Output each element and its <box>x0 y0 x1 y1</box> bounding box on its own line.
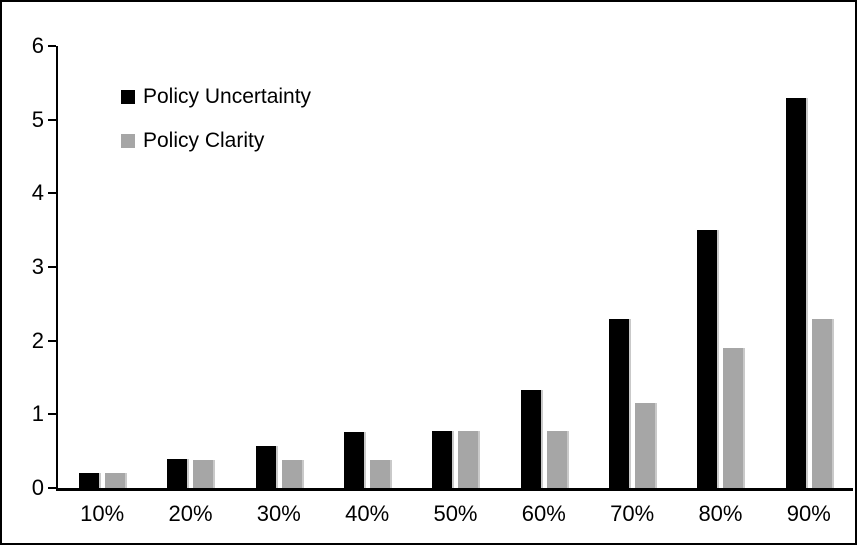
y-axis-tick <box>48 45 56 47</box>
bar-policy-clarity-20% <box>193 460 214 488</box>
y-axis-label: 6 <box>31 33 44 58</box>
legend-item-policy-uncertainty: Policy Uncertainty <box>121 86 311 108</box>
bar-policy-clarity-10% <box>105 473 126 488</box>
x-axis-label: 80% <box>698 501 743 526</box>
legend: Policy Uncertainty Policy Clarity <box>121 86 311 152</box>
bar-policy-clarity-90% <box>811 318 832 488</box>
bar-policy-clarity-50% <box>458 430 479 488</box>
legend-swatch-icon <box>121 90 135 104</box>
bars <box>58 46 853 488</box>
bar-policy-uncertainty-10% <box>79 473 100 488</box>
y-axis-tick <box>48 487 56 489</box>
y-axis-tick <box>48 266 56 268</box>
bar-group-10% <box>58 473 146 488</box>
bar-policy-uncertainty-80% <box>697 230 718 488</box>
y-axis-label: 4 <box>31 180 44 206</box>
x-axis-label: 50% <box>433 501 478 526</box>
y-axis-label: 2 <box>31 327 44 353</box>
bar-policy-uncertainty-70% <box>609 318 630 488</box>
bar-policy-uncertainty-30% <box>255 446 276 488</box>
bar-policy-clarity-60% <box>546 430 567 488</box>
bar-policy-clarity-70% <box>635 403 656 488</box>
legend-swatch-icon <box>121 134 135 148</box>
legend-label: Policy Uncertainty <box>143 85 312 108</box>
x-axis-label: 20% <box>168 501 213 526</box>
y-axis-tick <box>48 339 56 342</box>
legend-item-policy-clarity: Policy Clarity <box>121 130 311 152</box>
bar-group-60% <box>500 390 588 488</box>
bar-policy-uncertainty-20% <box>167 458 188 488</box>
bar-group-80% <box>676 230 764 488</box>
y-axis-label: 0 <box>31 475 44 500</box>
x-axis-label: 70% <box>610 501 655 526</box>
bar-policy-clarity-40% <box>370 460 391 488</box>
legend-label: Policy Clarity <box>143 129 265 152</box>
bar-group-50% <box>411 430 499 488</box>
y-axis-tick <box>48 192 56 195</box>
bar-policy-clarity-30% <box>281 460 302 488</box>
x-axis-label: 90% <box>786 501 831 526</box>
bar-group-70% <box>588 318 676 488</box>
bar-group-30% <box>235 446 323 488</box>
bar-policy-uncertainty-90% <box>785 97 806 488</box>
y-axis-tick <box>48 413 56 416</box>
x-axis-label: 60% <box>521 501 566 526</box>
y-axis-label: 1 <box>31 401 44 427</box>
y-axis-label: 3 <box>31 254 44 279</box>
x-axis-label: 30% <box>256 501 301 526</box>
bar-group-90% <box>765 97 853 488</box>
bar-group-40% <box>323 432 411 488</box>
bar-policy-uncertainty-50% <box>432 430 453 488</box>
x-axis-label: 40% <box>345 501 390 526</box>
bar-group-20% <box>146 458 234 488</box>
bar-policy-uncertainty-60% <box>520 390 541 488</box>
x-axis-label: 10% <box>80 501 125 526</box>
bar-policy-clarity-80% <box>723 348 744 488</box>
bar-policy-uncertainty-40% <box>344 432 365 488</box>
x-axis-labels: 10% 20% 30% 40% 50% 60% 70% 80% 90% <box>58 501 853 527</box>
y-axis-label: 5 <box>31 106 44 132</box>
y-axis-tick <box>48 118 56 121</box>
plot-area: 0 1 2 3 4 5 6 <box>32 33 853 500</box>
